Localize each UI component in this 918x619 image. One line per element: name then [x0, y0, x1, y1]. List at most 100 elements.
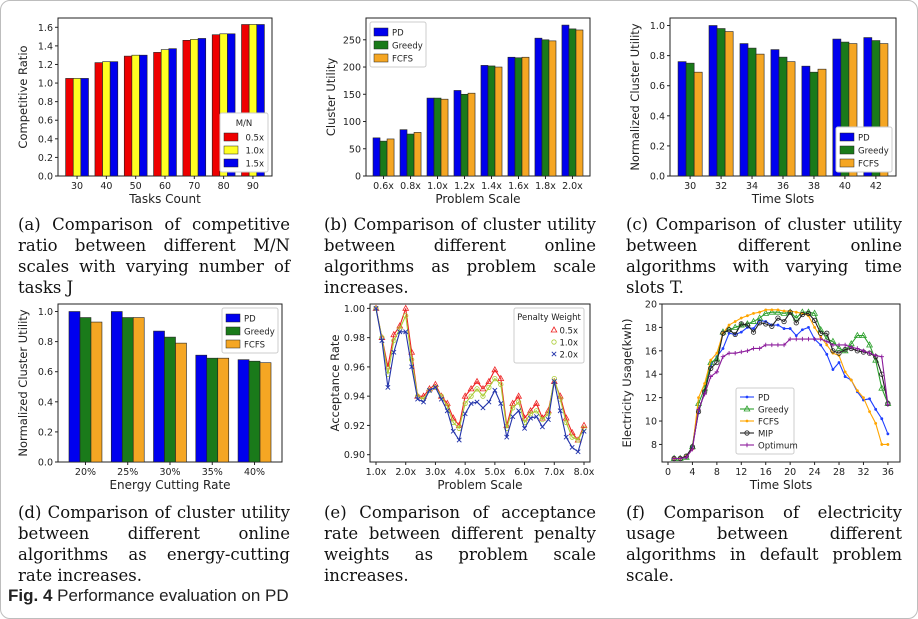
point-e-0.5x-15: [461, 392, 469, 399]
y-tick-label-f-0: 8: [651, 440, 657, 451]
point-e-2.0x-22: [504, 434, 510, 440]
point-e-1.0x-35: [581, 425, 587, 431]
y-tick-label-e-2: 0.94: [344, 392, 365, 403]
point-f-Greedy-16: [768, 308, 776, 315]
point-f-MIP-17: [775, 315, 781, 321]
legend-label-d-0: PD: [244, 315, 256, 325]
point-f-Greedy-13: [750, 317, 757, 324]
chart-panel-d: Energy Cutting Rate Normalized Cluster Ut…: [16, 296, 296, 496]
x-tick-label-d-1: 25%: [117, 467, 138, 478]
x-tick-label-f-1: 4: [689, 467, 695, 478]
point-e-0.5x-17: [473, 377, 481, 384]
line-e-2.0x: [375, 308, 585, 453]
point-e-legend0-key: [550, 326, 558, 333]
y-tick-label-b-1: 50: [349, 144, 361, 155]
point-e-1.0x-10: [432, 384, 439, 390]
point-f-Optimum-28: [842, 342, 848, 348]
legend-label-f-3: MIP: [758, 430, 773, 440]
y-tick-label-e-0: 0.90: [344, 450, 365, 461]
point-f-Optimum-33: [873, 353, 878, 358]
x-axis-label-e: Problem Scale: [437, 478, 522, 492]
point-f-Optimum-6: [708, 374, 713, 379]
point-f-FCFS-24: [819, 335, 823, 339]
point-e-1.0x-3: [391, 337, 397, 344]
point-e-2.0x-4: [397, 329, 403, 335]
bar-b-PD-1.6x: [507, 56, 516, 177]
point-e-0.5x-18: [479, 385, 487, 392]
point-f-Optimum-18: [781, 342, 787, 348]
point-f-Optimum-15: [763, 342, 768, 348]
y-tick-label-a-1: 0.2: [38, 153, 53, 164]
y-tick-label-d-2: 0.4: [38, 397, 53, 408]
bar-d-PD-40%: [237, 359, 250, 463]
chart-a: Tasks Count Competitive Ratio 0.0 0.2 0.4 0.6…: [16, 17, 273, 206]
x-tick-label-b-2: 1.0x: [427, 181, 448, 192]
x-axis-label-c: Time Slots: [751, 192, 814, 206]
x-tick-label-a-4: 70: [188, 181, 200, 192]
point-f-PD-18: [782, 327, 786, 330]
point-f-MIP-13: [750, 329, 757, 335]
point-e-2.0x-28: [539, 424, 545, 430]
bar-d-FCFS-30%: [175, 342, 187, 463]
chart-panel-f: Time Slots Electricity Usage(kwh) 8 10 12 14 1…: [618, 296, 910, 496]
bar-b-Greedy-0.6x: [379, 140, 388, 177]
chart-panel-a: Tasks Count Competitive Ratio 0.0 0.2 0.4 0.6…: [16, 10, 286, 210]
figure-caption: Fig. 4 Performance evaluation on PD: [8, 586, 289, 606]
x-tick-label-c-6: 42: [870, 181, 882, 192]
legend-e: [513, 307, 585, 364]
y-tick-label-c-4: 0.8: [650, 51, 665, 62]
point-f-PD-24: [819, 343, 823, 347]
point-f-Optimum-32: [867, 350, 872, 356]
line-e-1.0x: [375, 308, 585, 441]
point-e-0.5x-24: [515, 392, 523, 399]
point-f-Optimum-3: [690, 446, 695, 452]
point-f-Greedy-34: [878, 384, 886, 391]
x-tick-label-d-4: 40%: [244, 467, 265, 478]
point-f-FCFS-9: [727, 323, 731, 327]
y-tick-label-e-1: 0.92: [344, 421, 365, 432]
bar-b-FCFS-1.8x: [548, 40, 557, 177]
point-f-Optimum-12: [745, 348, 750, 354]
y-tick-label-c-1: 0.2: [650, 141, 665, 152]
point-f-PD-32: [868, 397, 871, 401]
legend-swatch-d-1: [225, 326, 241, 336]
point-f-PD-27: [837, 361, 841, 364]
point-e-0.5x-16: [467, 385, 475, 392]
point-f-MIP-8: [720, 330, 726, 336]
point-f-legend2-key: [745, 419, 749, 423]
bar-c-PD-36: [770, 49, 780, 177]
point-f-Greedy-6: [707, 358, 715, 365]
x-tick-label-a-2: 50: [130, 181, 142, 192]
y-tick-label-b-4: 200: [343, 63, 361, 74]
x-axis-label-f: Time Slots: [749, 478, 812, 492]
bar-b-FCFS-1.4x: [494, 66, 503, 177]
point-f-Greedy-20: [792, 314, 800, 321]
point-f-PD-20: [794, 334, 798, 337]
x-tick-label-e-4: 5.0x: [484, 467, 505, 478]
point-e-2.0x-8: [421, 399, 427, 405]
point-f-Greedy-23: [811, 309, 819, 316]
bar-b-PD-0.6x: [372, 137, 381, 177]
x-tick-label-f-5: 20: [784, 467, 796, 478]
bar-c-PD-34: [739, 43, 749, 177]
legend-label-c-0: PD: [858, 134, 870, 144]
bar-b-PD-1.0x: [426, 97, 435, 177]
y-tick-label-a-5: 1.0: [38, 79, 53, 90]
point-f-MIP-22: [805, 310, 812, 316]
y-tick-label-e-3: 0.96: [344, 362, 365, 373]
point-f-legend0-key: [745, 395, 749, 399]
point-f-MIP-16: [769, 323, 775, 329]
point-f-FCFS-25: [825, 343, 829, 347]
point-f-MIP-14: [757, 320, 763, 326]
bar-b-Greedy-2.0x: [568, 28, 577, 177]
caption-b: (b) Comparison of cluster utility betwee…: [324, 215, 596, 297]
bar-d-Greedy-40%: [248, 360, 261, 463]
bar-c-PD-38: [801, 65, 811, 177]
y-tick-label-c-5: 1.0: [650, 21, 665, 32]
y-tick-label-a-8: 1.6: [38, 23, 53, 34]
legend-f: [735, 387, 795, 455]
y-axis-label-a: Competitive Ratio: [16, 45, 30, 148]
bar-b-FCFS-0.8x: [413, 132, 422, 177]
line-f-FCFS: [674, 309, 888, 460]
point-f-FCFS-5: [703, 382, 707, 385]
